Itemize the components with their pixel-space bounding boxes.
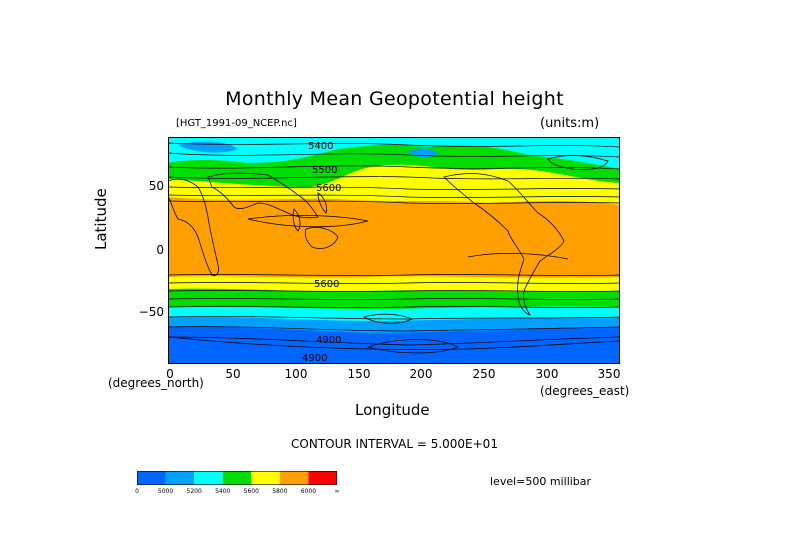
units-label: (units:m) [540, 116, 600, 131]
y-tick-label: 50 [148, 179, 164, 193]
colorbar-swatch [222, 471, 252, 485]
x-tick-label: 0 [166, 367, 174, 381]
x-tick-label: 250 [472, 367, 496, 381]
colorbar-tick-label: 5000 [157, 488, 174, 495]
x-tick-label: 200 [409, 367, 433, 381]
colorbar-tick-label: 5400 [215, 488, 231, 495]
colorbar-tick-label: ∞ [334, 488, 340, 495]
contour-interval-text: CONTOUR INTERVAL = 5.000E+01 [291, 437, 498, 451]
contour-lines [168, 142, 620, 354]
band-blue-south [168, 326, 620, 364]
map-frame [168, 137, 620, 364]
colorbar-tick-label: 5600 [243, 488, 259, 495]
y-axis-units: (degrees_north) [108, 376, 204, 390]
band-cyan-north [168, 137, 620, 169]
x-tick-label: 300 [535, 367, 559, 381]
x-tick-label: 100 [284, 367, 308, 381]
file-label: [HGT_1991-09_NCEP.nc] [176, 118, 297, 129]
colorbar-tick-label: 6000 [300, 488, 317, 495]
x-axis-title: Longitude [355, 401, 430, 419]
plot-title: Monthly Mean Geopotential height [225, 88, 564, 110]
colorbar-swatch [165, 471, 195, 485]
colorbar-frame [137, 471, 337, 485]
contour-label: 5600 [316, 183, 341, 194]
level-label: level=500 millibar [490, 475, 592, 488]
contour-label: 5500 [312, 165, 337, 176]
x-tick-label: 50 [225, 367, 241, 381]
x-tick-label: 350 [597, 367, 621, 381]
x-axis-units: (degrees_east) [540, 384, 630, 398]
contour-label: 4900 [316, 335, 341, 346]
colorbar-swatch [137, 471, 166, 485]
contour-label: 5400 [308, 141, 333, 152]
colorbar-swatch [308, 471, 337, 485]
contour-label: 4900 [302, 353, 327, 364]
x-tick-label: 150 [347, 367, 371, 381]
y-tick-label: −50 [138, 305, 164, 319]
y-axis-title: Latitude [92, 188, 110, 250]
colorbar-tick-label: 5200 [186, 488, 202, 495]
colorbar-swatch [194, 471, 223, 485]
colorbar-swatch [279, 471, 309, 485]
colorbar-tick-label: 0 [135, 488, 139, 495]
coastlines [168, 155, 620, 350]
geopotential-height-map: 5400 5500 5600 5600 4900 4900 [168, 137, 620, 364]
y-tick-label: 0 [156, 243, 164, 257]
band-lightblue-north [178, 141, 438, 158]
colorbar-swatch [251, 471, 280, 485]
contour-label: 5600 [314, 279, 339, 290]
colorbar [137, 471, 337, 485]
colorbar-tick-label: 5800 [272, 488, 288, 495]
